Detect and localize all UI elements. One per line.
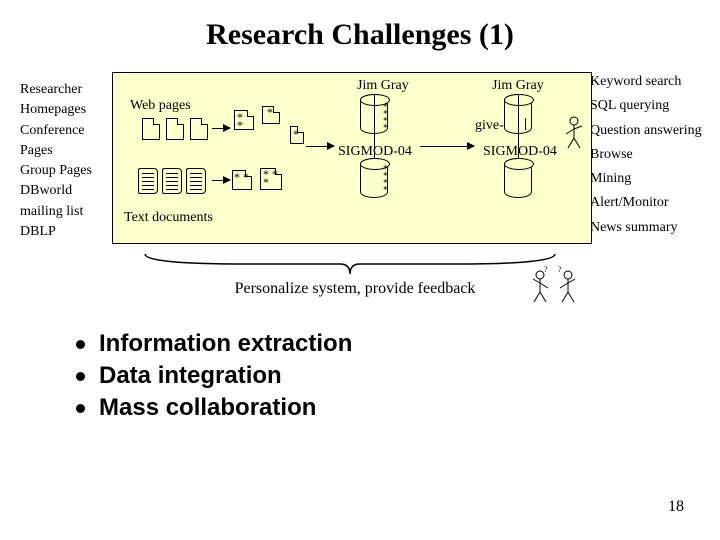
document-icon	[138, 168, 158, 194]
source-item: Conference	[20, 121, 110, 141]
source-item: Pages	[20, 141, 110, 161]
page-icon	[190, 118, 208, 140]
svg-text:?: ?	[544, 265, 548, 274]
star-icon: *	[293, 130, 299, 138]
page-icon	[142, 118, 160, 140]
person-icon: ?	[530, 270, 550, 304]
star-icon: **	[237, 113, 243, 129]
star-icon: * **	[263, 170, 278, 186]
bullet-icon	[76, 340, 85, 349]
arrow-icon	[306, 146, 334, 147]
arrow-icon	[212, 180, 230, 181]
arrow-icon	[212, 128, 230, 129]
svg-text:?: ?	[558, 265, 562, 274]
tasks-list: Keyword search SQL querying Question ans…	[590, 72, 710, 242]
stars-icon: ****	[383, 166, 389, 194]
page-number: 18	[668, 498, 684, 516]
sources-list: Researcher Homepages Conference Pages Gr…	[20, 80, 110, 242]
bullet-text: Data integration	[99, 362, 282, 389]
person-icon: ?	[558, 270, 578, 304]
source-item: DBworld	[20, 181, 110, 201]
star-icon: *	[267, 108, 273, 116]
source-item: DBLP	[20, 222, 110, 242]
person-icon	[564, 116, 584, 150]
arrow-icon	[420, 146, 474, 147]
edge-line	[374, 94, 375, 158]
slide-title: Research Challenges (1)	[0, 0, 720, 52]
bullet-text: Mass collaboration	[99, 394, 316, 421]
task-item: Alert/Monitor	[590, 193, 710, 213]
source-item: mailing list	[20, 202, 110, 222]
page-icon	[166, 118, 184, 140]
task-item: SQL querying	[590, 96, 710, 116]
document-icon	[162, 168, 182, 194]
stars-icon: ****	[383, 104, 389, 132]
bullet-item: Information extraction	[76, 330, 352, 358]
bullet-list: Information extraction Data integration …	[76, 330, 352, 426]
task-item: Keyword search	[590, 72, 710, 92]
database-icon	[504, 158, 532, 198]
bullet-text: Information extraction	[99, 330, 352, 357]
task-item: Question answering	[590, 121, 710, 141]
document-icon	[186, 168, 206, 194]
node-jim-gray-2: Jim Gray	[492, 78, 544, 94]
task-item: News summary	[590, 218, 710, 238]
star-icon: * *	[234, 173, 249, 181]
edge-line	[525, 118, 526, 130]
label-web-pages: Web pages	[130, 98, 191, 114]
task-item: Mining	[590, 169, 710, 189]
bullet-icon	[76, 372, 85, 381]
edge-line	[518, 94, 519, 158]
label-text-documents: Text documents	[124, 210, 213, 226]
source-item: Group Pages	[20, 161, 110, 181]
bullet-item: Mass collaboration	[76, 394, 352, 422]
node-jim-gray-1: Jim Gray	[357, 78, 409, 94]
feedback-caption: Personalize system, provide feedback	[210, 280, 500, 298]
brace-icon	[140, 252, 560, 278]
bullet-item: Data integration	[76, 362, 352, 390]
source-item: Researcher	[20, 80, 110, 100]
task-item: Browse	[590, 145, 710, 165]
bullet-icon	[76, 404, 85, 413]
source-item: Homepages	[20, 100, 110, 120]
